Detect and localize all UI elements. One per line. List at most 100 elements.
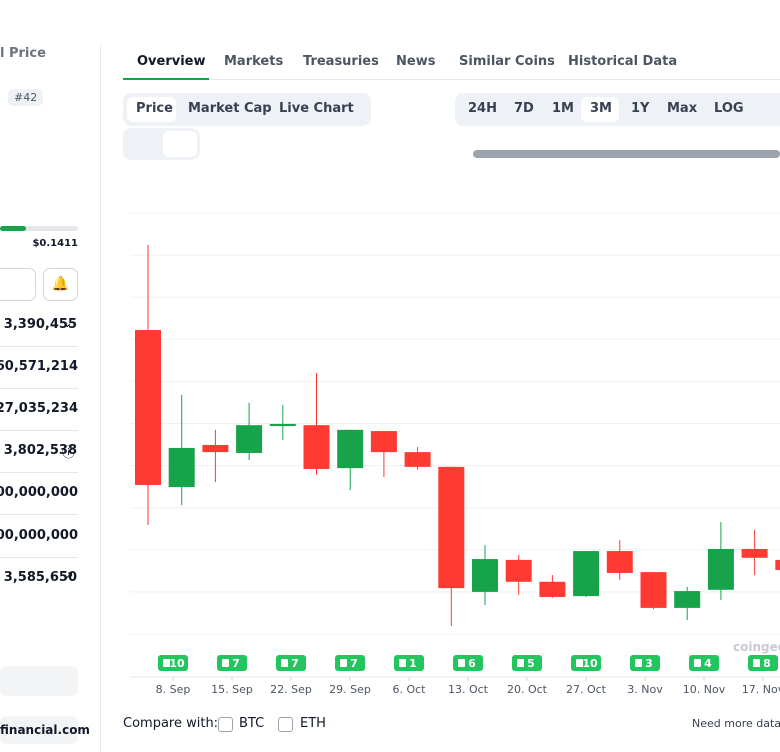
range-high: $0.1411 [32,238,78,249]
event-icon [753,659,760,667]
event-count: 8 [763,657,771,670]
scroll-bar[interactable] [473,150,780,158]
x-tick-label: 6. Oct [392,683,426,696]
candle-body [135,330,161,485]
tab[interactable]: Treasuries [303,54,379,69]
x-tick-label: 17. Nov [742,683,780,696]
stat-value: 3,802,538 [3,443,77,458]
event-count: 7 [232,657,240,670]
checkbox[interactable] [278,717,293,732]
event-count: 10 [582,657,598,670]
candle-body [236,425,263,453]
mode-button[interactable]: Price [136,101,173,116]
candle-body [337,429,364,469]
separator [0,557,78,558]
candle-body [539,581,566,597]
chart-style-group[interactable] [123,128,200,160]
candle-body [438,466,465,589]
separator [0,430,78,431]
x-tick-label: 29. Sep [329,683,371,696]
candle-body [269,423,296,427]
x-tick-label: 3. Nov [627,683,663,696]
candle-body [573,551,600,597]
tab[interactable]: News [396,54,436,69]
tab[interactable]: Similar Coins [459,54,555,69]
candle-body [202,444,229,453]
event-count: 4 [704,657,712,670]
x-tick-label: 27. Oct [566,683,607,696]
event-count: 6 [468,657,476,670]
event-count: 1 [409,657,417,670]
stat-icon[interactable]: ↗ [63,569,74,584]
range-button[interactable]: 24H [468,101,497,116]
stat-value: $127,035,234 [0,401,78,416]
range-button[interactable]: Max [667,101,698,116]
stat-value: 000,000,000 [0,485,78,500]
event-count: 3 [645,657,653,670]
separator [0,472,78,473]
event-count: 7 [350,657,358,670]
x-tick-label: 22. Sep [270,683,312,696]
x-tick-label: 20. Oct [507,683,548,696]
tab-rule [123,79,780,80]
event-icon [458,659,465,667]
candle-body [741,548,768,558]
range-bar [0,226,78,231]
mode-active [127,97,176,122]
x-tick-label: 8. Sep [156,683,191,696]
candle-body [303,425,330,469]
mode-button[interactable]: Market Cap [188,101,272,116]
separator [0,388,78,389]
separator [0,514,78,515]
candle-body [505,559,532,582]
event-icon [163,659,170,667]
alert-button[interactable]: 🔔 [43,268,78,301]
compare-option[interactable]: ETH [300,716,326,731]
event-icon [340,659,347,667]
event-icon [399,659,406,667]
coin-title: l Price [0,46,46,61]
candle-body [674,591,701,608]
more-data-link[interactable]: Need more data? [692,717,780,730]
range-button[interactable]: LOG [714,101,744,116]
website-link[interactable]: financial.com [0,716,90,744]
x-tick-label: 10. Nov [683,683,726,696]
x-tick-label: 13. Oct [448,683,489,696]
range-button[interactable]: 1M [552,101,574,116]
stat-value: ,960,571,214 [0,359,78,374]
watermark: coingec [733,640,780,654]
tab[interactable]: Overview [137,54,206,69]
event-icon [222,659,229,667]
event-icon [517,659,524,667]
tab[interactable]: Markets [224,54,284,69]
stat-icon[interactable]: ⌄ [62,316,73,331]
event-icon [576,659,583,667]
stat-icon[interactable]: ⓘ [62,446,76,461]
candle-body [168,447,195,488]
divider [100,45,101,752]
candle-body [606,551,633,573]
range-button[interactable]: 7D [514,101,534,116]
separator [0,346,78,347]
candle-body [707,548,734,590]
checkbox[interactable] [218,717,233,732]
compare-label: Compare with: [123,716,219,731]
event-count: 7 [291,657,299,670]
wallets [0,666,78,696]
range-button[interactable]: 1Y [631,101,650,116]
x-tick-label: 15. Sep [211,683,253,696]
stat-value: 3,585,650 [3,570,77,585]
event-count: 5 [527,657,535,670]
stat-value: 000,000,000 [0,528,78,543]
event-count: 10 [169,657,185,670]
event-icon [281,659,288,667]
compare-option[interactable]: BTC [239,716,265,731]
range-button[interactable]: 3M [590,101,612,116]
rank-badge: #42 [8,89,44,106]
mode-button[interactable]: Live Chart [279,101,354,116]
tab[interactable]: Historical Data [568,54,678,69]
active-tab-underline [123,78,209,80]
search-box[interactable] [0,268,36,301]
